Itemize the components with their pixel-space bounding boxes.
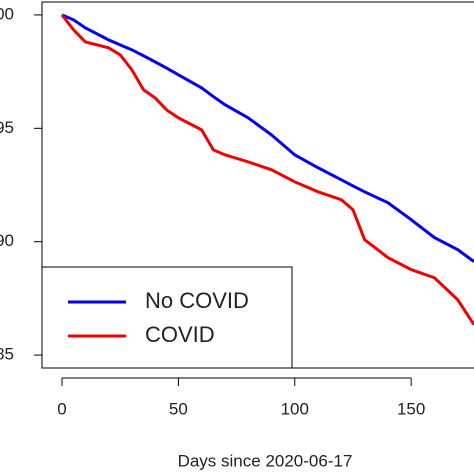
x-tick-label: 0 — [57, 399, 66, 418]
x-tick-label: 150 — [397, 399, 425, 418]
y-tick-label: 0.95 — [0, 118, 14, 137]
y-tick-label: 0.90 — [0, 231, 14, 250]
series-line — [60, 14, 474, 326]
y-tick-label: 1.00 — [0, 4, 14, 23]
legend-label: No COVID — [145, 288, 249, 313]
x-tick-label: 100 — [281, 399, 309, 418]
x-tick-label: 50 — [169, 399, 188, 418]
y-tick-label: 0.85 — [0, 345, 14, 364]
legend-label: COVID — [145, 322, 215, 347]
series-line — [61, 13, 474, 263]
legend-box — [41, 266, 293, 369]
x-axis-label: Days since 2020-06-17 — [178, 451, 353, 470]
